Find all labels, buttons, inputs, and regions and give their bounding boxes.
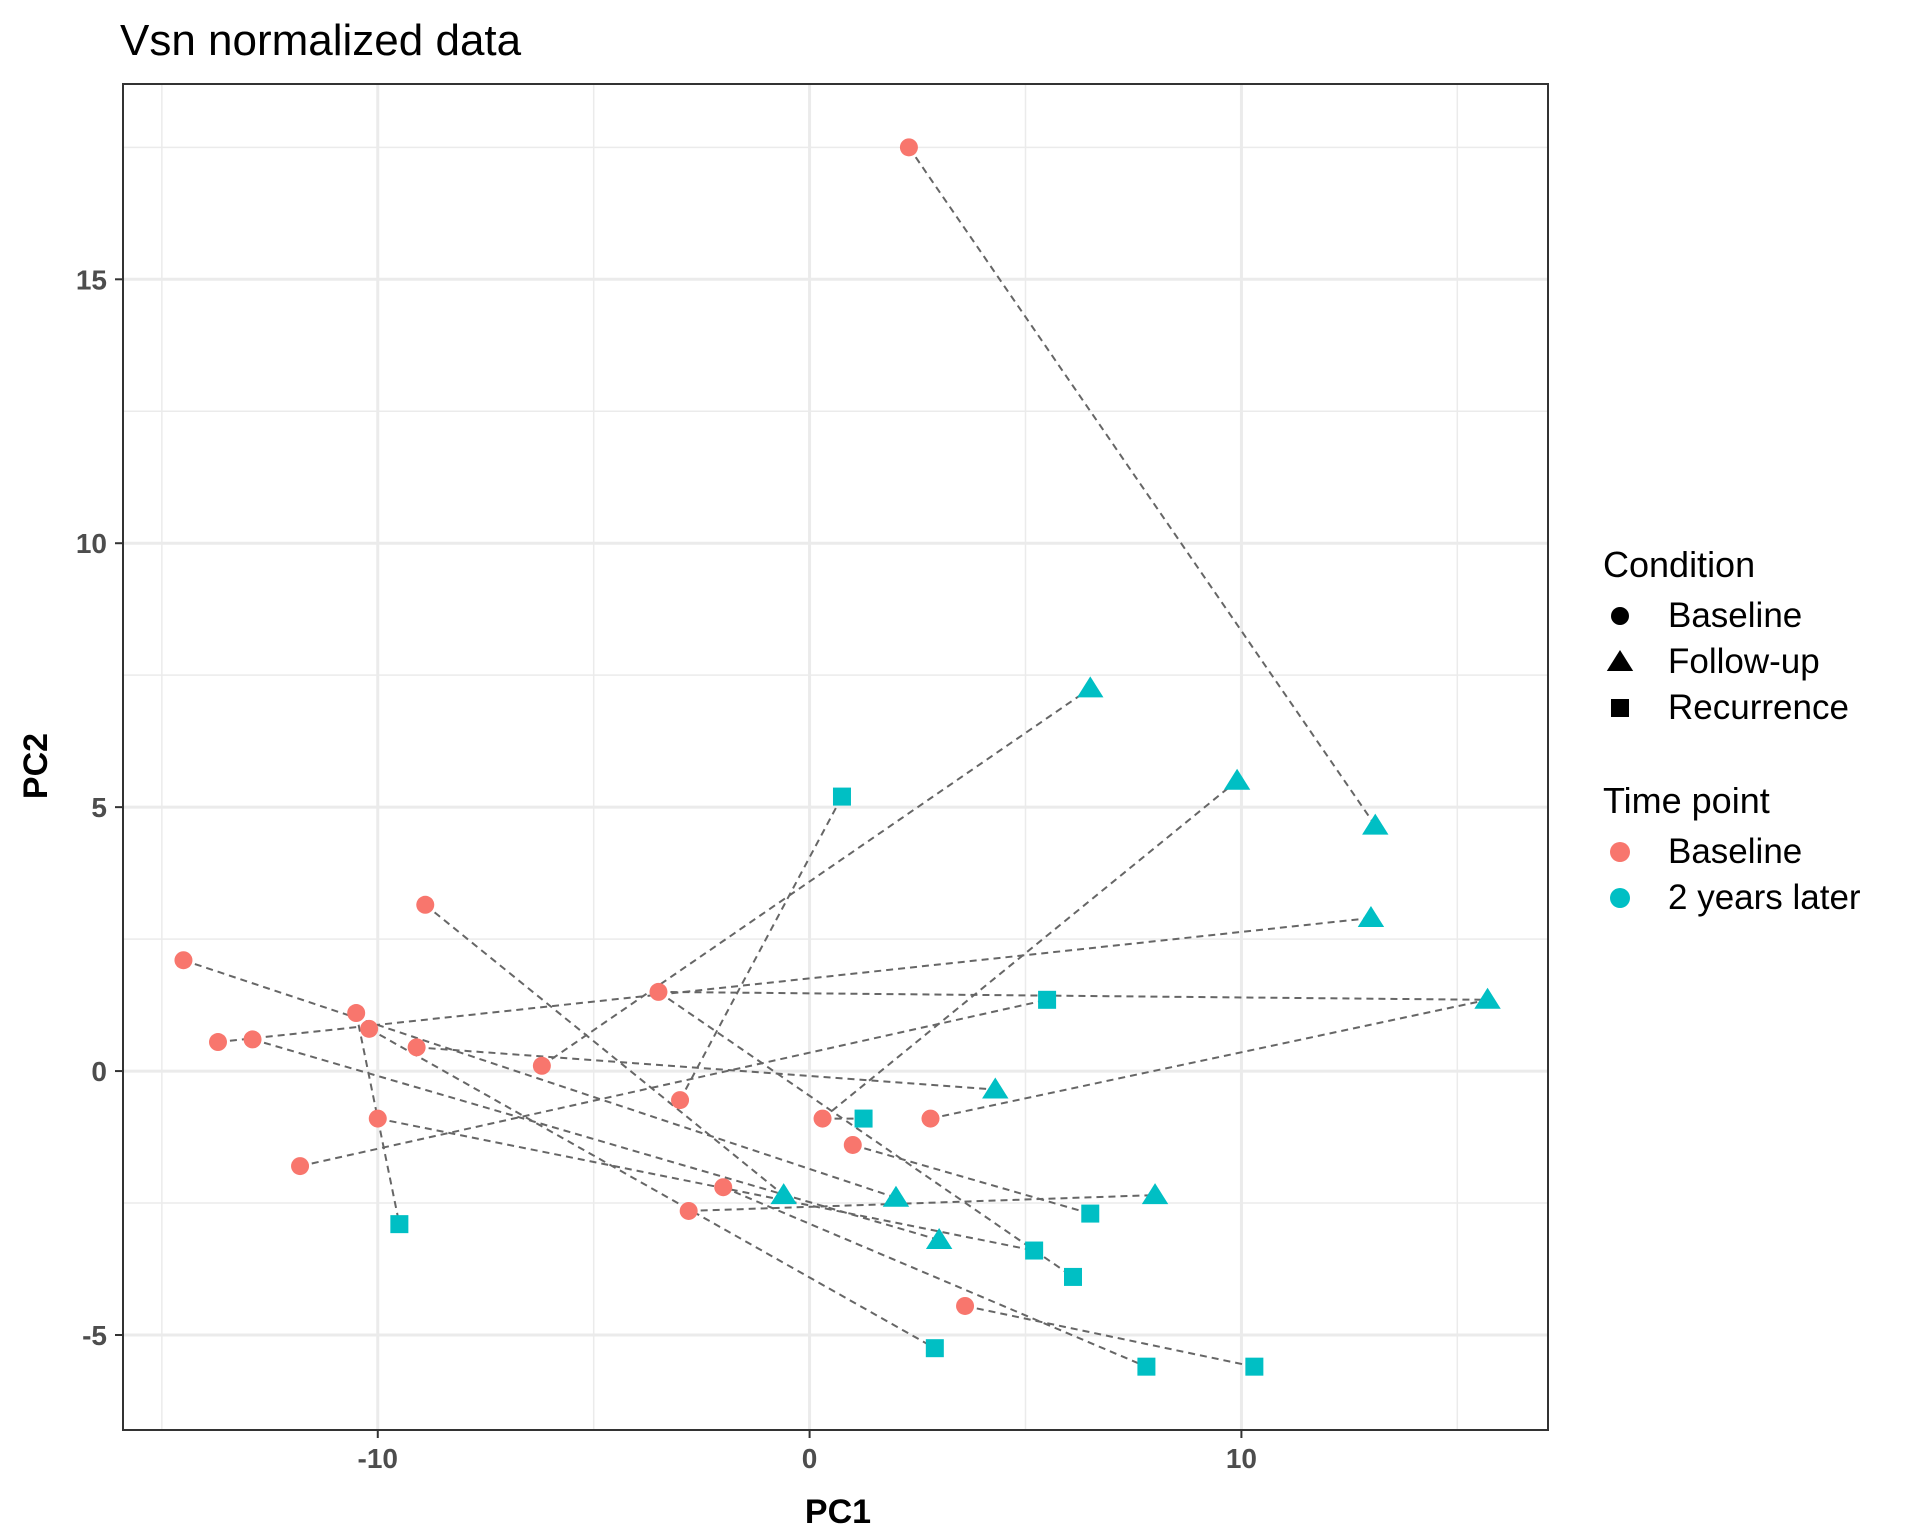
baseline-point bbox=[243, 1030, 262, 1049]
x-tick-label: 0 bbox=[802, 1443, 818, 1474]
baseline-point bbox=[921, 1109, 940, 1128]
y-axis-title: PC2 bbox=[17, 733, 55, 799]
followup-point bbox=[770, 1183, 797, 1205]
plot-area: -10 0 10 -5 0 5 10 15 bbox=[76, 83, 1549, 1474]
legend-key-square bbox=[1611, 699, 1629, 717]
baseline-point bbox=[649, 982, 668, 1001]
recurrence-point bbox=[854, 1109, 873, 1128]
baseline-point bbox=[360, 1019, 379, 1038]
legend-title: Condition bbox=[1603, 544, 1755, 585]
pair-connector-line bbox=[688, 1194, 1156, 1212]
legend-label: Follow-up bbox=[1668, 642, 1820, 681]
followup-point bbox=[1077, 676, 1104, 698]
baseline-point bbox=[813, 1109, 832, 1128]
pair-connector-line bbox=[722, 1186, 1147, 1368]
baseline-point bbox=[532, 1056, 551, 1075]
pair-connector-line bbox=[821, 779, 1238, 1120]
pair-connector-line bbox=[299, 998, 1048, 1168]
plot-panel-background bbox=[123, 84, 1548, 1430]
pair-connector-line bbox=[424, 904, 785, 1196]
pair-connector-line bbox=[908, 146, 1377, 827]
recurrence-point bbox=[1064, 1267, 1082, 1286]
pair-connector-line bbox=[679, 796, 843, 1101]
legend-label: 2 years later bbox=[1668, 878, 1861, 917]
pair-connector-line bbox=[964, 1304, 1255, 1368]
recurrence-point bbox=[1025, 1241, 1044, 1260]
followup-point bbox=[1474, 987, 1501, 1009]
recurrence-point bbox=[1038, 990, 1057, 1009]
pair-connector-line bbox=[183, 959, 897, 1199]
pair-connector-line bbox=[852, 1144, 1091, 1215]
baseline-point bbox=[209, 1033, 227, 1052]
x-axis-title: PC1 bbox=[805, 1493, 871, 1531]
legend-key-triangle bbox=[1606, 650, 1634, 671]
legend-label: Baseline bbox=[1668, 596, 1802, 635]
recurrence-point bbox=[390, 1215, 409, 1234]
baseline-point bbox=[407, 1038, 426, 1057]
baseline-point bbox=[347, 1004, 366, 1023]
legend-key-circle bbox=[1611, 607, 1629, 625]
baseline-point bbox=[291, 1157, 310, 1176]
pair-connector-line bbox=[658, 990, 1488, 1001]
baseline-point bbox=[416, 895, 435, 914]
baseline-point bbox=[899, 138, 918, 157]
followup-point bbox=[925, 1227, 953, 1249]
legend: Condition Baseline Follow-up Recurrence Time… bbox=[1603, 544, 1861, 917]
recurrence-point bbox=[1081, 1204, 1100, 1223]
pair-connector-line bbox=[368, 1027, 936, 1350]
y-tick-label: -5 bbox=[82, 1320, 107, 1351]
plot-panel-border bbox=[122, 83, 1549, 1431]
followup-point bbox=[982, 1077, 1009, 1099]
x-tick-label: -10 bbox=[358, 1443, 398, 1474]
baseline-point bbox=[956, 1296, 975, 1315]
recurrence-point bbox=[925, 1339, 944, 1358]
recurrence-point bbox=[1137, 1357, 1156, 1376]
y-tick-label: 15 bbox=[76, 264, 107, 295]
followup-point bbox=[1357, 905, 1385, 927]
pair-connector-line bbox=[377, 1117, 1035, 1252]
pair-connector-line bbox=[217, 916, 1372, 1044]
pair-connector-line bbox=[930, 998, 1488, 1120]
recurrence-point bbox=[1245, 1357, 1264, 1376]
baseline-point bbox=[671, 1091, 690, 1110]
legend-label: Baseline bbox=[1668, 832, 1802, 871]
legend-title: Time point bbox=[1603, 780, 1770, 821]
y-tick-label: 10 bbox=[76, 528, 107, 559]
baseline-point bbox=[174, 951, 193, 970]
baseline-point bbox=[843, 1135, 862, 1154]
followup-point bbox=[1141, 1183, 1169, 1205]
followup-point bbox=[882, 1185, 910, 1207]
pair-connector-line bbox=[416, 1046, 996, 1091]
chart-title: Vsn normalized data bbox=[120, 16, 522, 65]
x-tick-label: 10 bbox=[1226, 1443, 1257, 1474]
legend-key-color bbox=[1610, 842, 1630, 862]
baseline-point bbox=[714, 1178, 733, 1197]
followup-point bbox=[1223, 768, 1251, 790]
legend-label: Recurrence bbox=[1668, 688, 1849, 727]
legend-key-color bbox=[1610, 888, 1630, 908]
pair-connector-line bbox=[541, 687, 1091, 1067]
y-tick-label: 0 bbox=[91, 1056, 107, 1087]
y-tick-label: 5 bbox=[91, 792, 107, 823]
recurrence-point bbox=[832, 787, 851, 806]
baseline-point bbox=[368, 1109, 387, 1128]
followup-point bbox=[1362, 813, 1389, 835]
baseline-point bbox=[679, 1201, 698, 1220]
